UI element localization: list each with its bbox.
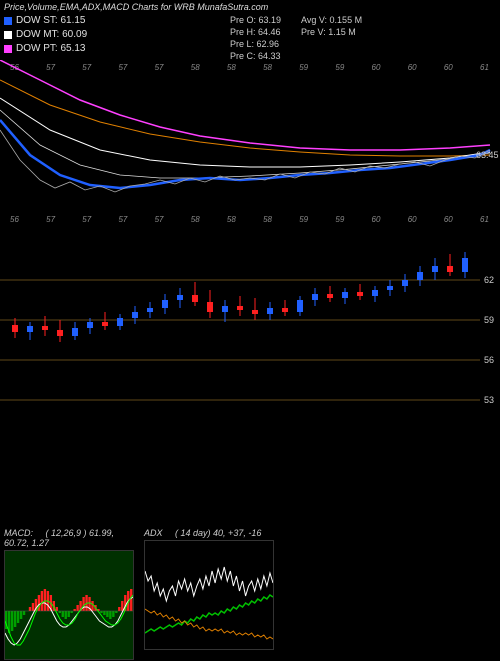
- legend-item: DOW PT: 65.13: [4, 42, 87, 56]
- macd-label: MACD:: [4, 528, 33, 538]
- svg-text:59: 59: [484, 315, 494, 325]
- svg-text:59: 59: [299, 215, 308, 224]
- indicator-row: MACD: ( 12,26,9 ) 61.99, 60.72, 1.27 ADX…: [4, 528, 274, 660]
- svg-text:61: 61: [480, 215, 489, 224]
- chart-title: Price,Volume,EMA,ADX,MACD Charts for WRB…: [4, 2, 268, 12]
- stat-value: Avg V: 0.155 M: [301, 14, 362, 26]
- legend-item: DOW MT: 60.09: [4, 28, 87, 42]
- legend-label: DOW PT: 65.13: [16, 42, 85, 56]
- macd-box: MACD: ( 12,26,9 ) 61.99, 60.72, 1.27: [4, 528, 134, 660]
- svg-text:57: 57: [118, 215, 127, 224]
- swatch-icon: [4, 17, 12, 25]
- svg-text:58: 58: [191, 63, 200, 72]
- legend-label: DOW MT: 60.09: [16, 28, 87, 42]
- svg-text:58: 58: [263, 215, 272, 224]
- stat-value: Pre H: 64.46: [230, 26, 281, 38]
- svg-text:58: 58: [227, 63, 236, 72]
- svg-text:56: 56: [10, 215, 19, 224]
- svg-text:57: 57: [155, 63, 164, 72]
- stat-value: Pre L: 62.96: [230, 38, 281, 50]
- svg-text:53: 53: [484, 395, 494, 405]
- stat-value: Pre O: 63.19: [230, 14, 281, 26]
- svg-text:60: 60: [372, 63, 381, 72]
- svg-text:58: 58: [191, 215, 200, 224]
- stats-col-left: Pre O: 63.19 Pre H: 64.46 Pre L: 62.96 P…: [230, 14, 281, 62]
- stat-value: Pre V: 1.15 M: [301, 26, 362, 38]
- svg-text:60: 60: [408, 63, 417, 72]
- svg-text:60: 60: [408, 215, 417, 224]
- svg-text:60: 60: [444, 215, 453, 224]
- stats-col-right: Avg V: 0.155 M Pre V: 1.15 M: [301, 14, 362, 62]
- svg-text:63.45: 63.45: [476, 150, 499, 160]
- adx-params: ( 14 day) 40, +37, -16: [175, 528, 261, 538]
- svg-text:61: 61: [480, 63, 489, 72]
- candlestick-panel: 62 59 56 53 56 57 57 57 57 58 58 58 59 59 60 60 60 61: [0, 210, 500, 410]
- svg-text:57: 57: [82, 63, 91, 72]
- svg-text:58: 58: [263, 63, 272, 72]
- svg-text:59: 59: [335, 215, 344, 224]
- svg-text:57: 57: [118, 63, 127, 72]
- svg-text:56: 56: [484, 355, 494, 365]
- swatch-icon: [4, 31, 12, 39]
- svg-text:59: 59: [335, 63, 344, 72]
- stats-block: Pre O: 63.19 Pre H: 64.46 Pre L: 62.96 P…: [230, 14, 362, 62]
- svg-text:59: 59: [299, 63, 308, 72]
- legend-item: DOW ST: 61.15: [4, 14, 87, 28]
- svg-text:57: 57: [46, 63, 55, 72]
- legend-label: DOW ST: 61.15: [16, 14, 85, 28]
- svg-text:60: 60: [444, 63, 453, 72]
- svg-text:57: 57: [82, 215, 91, 224]
- legend: DOW ST: 61.15 DOW MT: 60.09 DOW PT: 65.1…: [4, 14, 87, 56]
- svg-text:57: 57: [155, 215, 164, 224]
- svg-text:62: 62: [484, 275, 494, 285]
- swatch-icon: [4, 45, 12, 53]
- ema-panel: 565757575758585859596060606163.45: [0, 60, 500, 205]
- macd-chart: [4, 550, 134, 660]
- adx-chart: [144, 540, 274, 650]
- svg-text:60: 60: [372, 215, 381, 224]
- svg-text:58: 58: [227, 215, 236, 224]
- adx-label: ADX: [144, 528, 163, 538]
- adx-box: ADX ( 14 day) 40, +37, -16: [144, 528, 274, 660]
- svg-text:57: 57: [46, 215, 55, 224]
